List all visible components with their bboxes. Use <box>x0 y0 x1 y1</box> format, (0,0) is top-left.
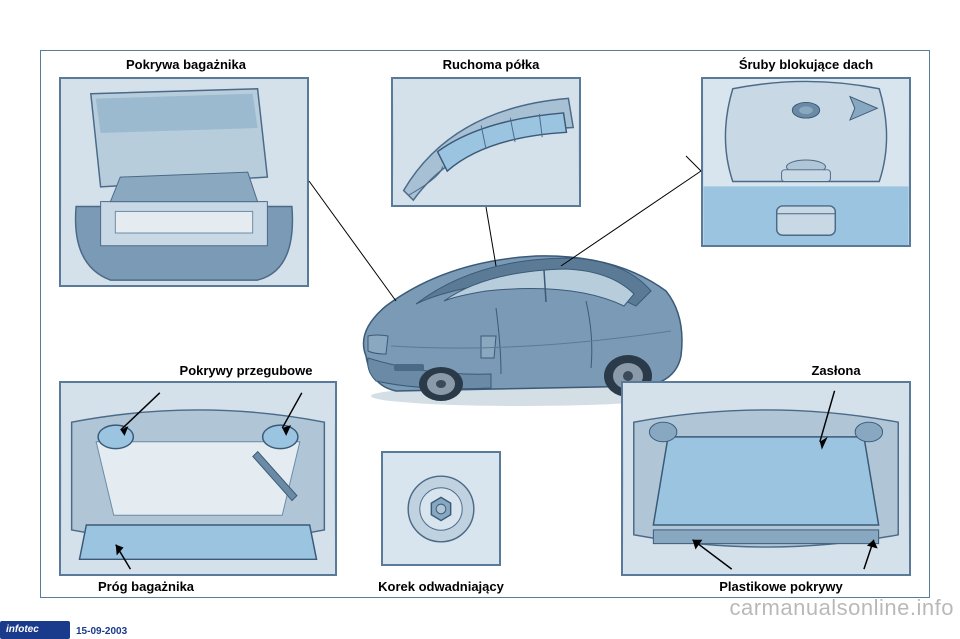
illus-moving-shelf <box>393 79 579 205</box>
illus-hinge-covers <box>61 383 335 574</box>
footer: infotec 15-09-2003 <box>0 621 960 639</box>
footer-date: 15-09-2003 <box>76 626 127 637</box>
label-hinge-covers: Pokrywy przegubowe <box>161 363 331 378</box>
watermark: carmanualsonline.info <box>729 595 954 621</box>
illus-boot-lid <box>61 79 307 285</box>
illus-roof-bolts <box>703 79 909 245</box>
label-boot-lid: Pokrywa bagażnika <box>101 57 271 72</box>
label-boot-sill: Próg bagażnika <box>81 579 211 594</box>
label-plastic-covers: Plastikowe pokrywy <box>701 579 861 594</box>
illus-drain-plug <box>383 453 499 564</box>
infotec-badge: infotec <box>0 621 70 639</box>
panel-drain-plug <box>381 451 501 566</box>
manual-page: Pokrywa bagażnika Ruchoma półka Śruby bl… <box>40 50 930 598</box>
panel-roof-bolts <box>701 77 911 247</box>
label-blind: Zasłona <box>796 363 876 378</box>
label-drain-plug: Korek odwadniający <box>361 579 521 594</box>
panel-hinge-covers <box>59 381 337 576</box>
illus-blind <box>623 383 909 574</box>
label-moving-shelf: Ruchoma półka <box>421 57 561 72</box>
panel-blind <box>621 381 911 576</box>
label-roof-bolts: Śruby blokujące dach <box>711 57 901 72</box>
panel-moving-shelf <box>391 77 581 207</box>
panel-boot-lid <box>59 77 309 287</box>
